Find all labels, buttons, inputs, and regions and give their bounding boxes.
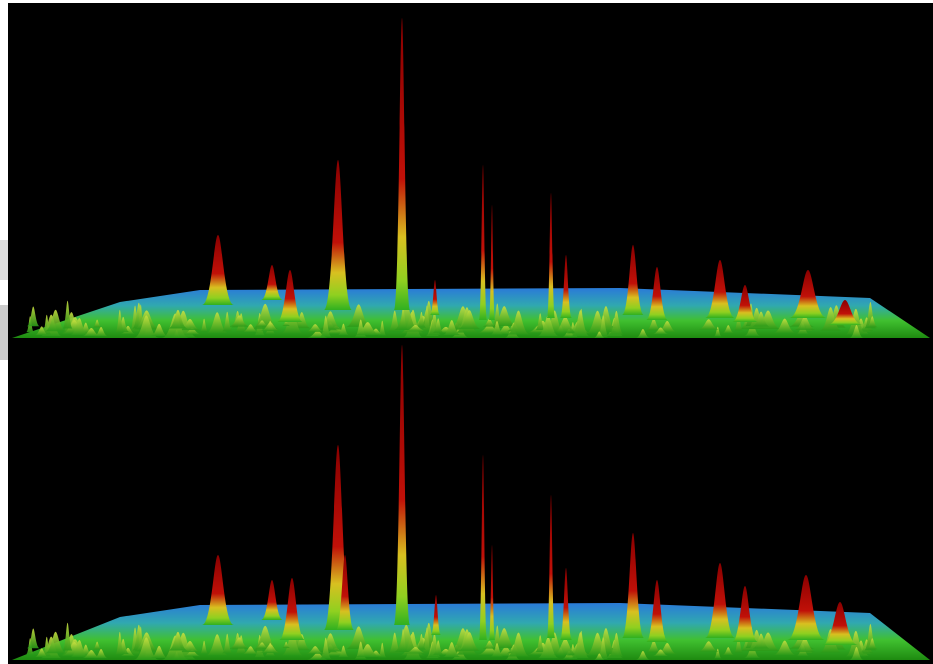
edge-patch [0, 240, 8, 280]
edge-patch [0, 305, 8, 360]
